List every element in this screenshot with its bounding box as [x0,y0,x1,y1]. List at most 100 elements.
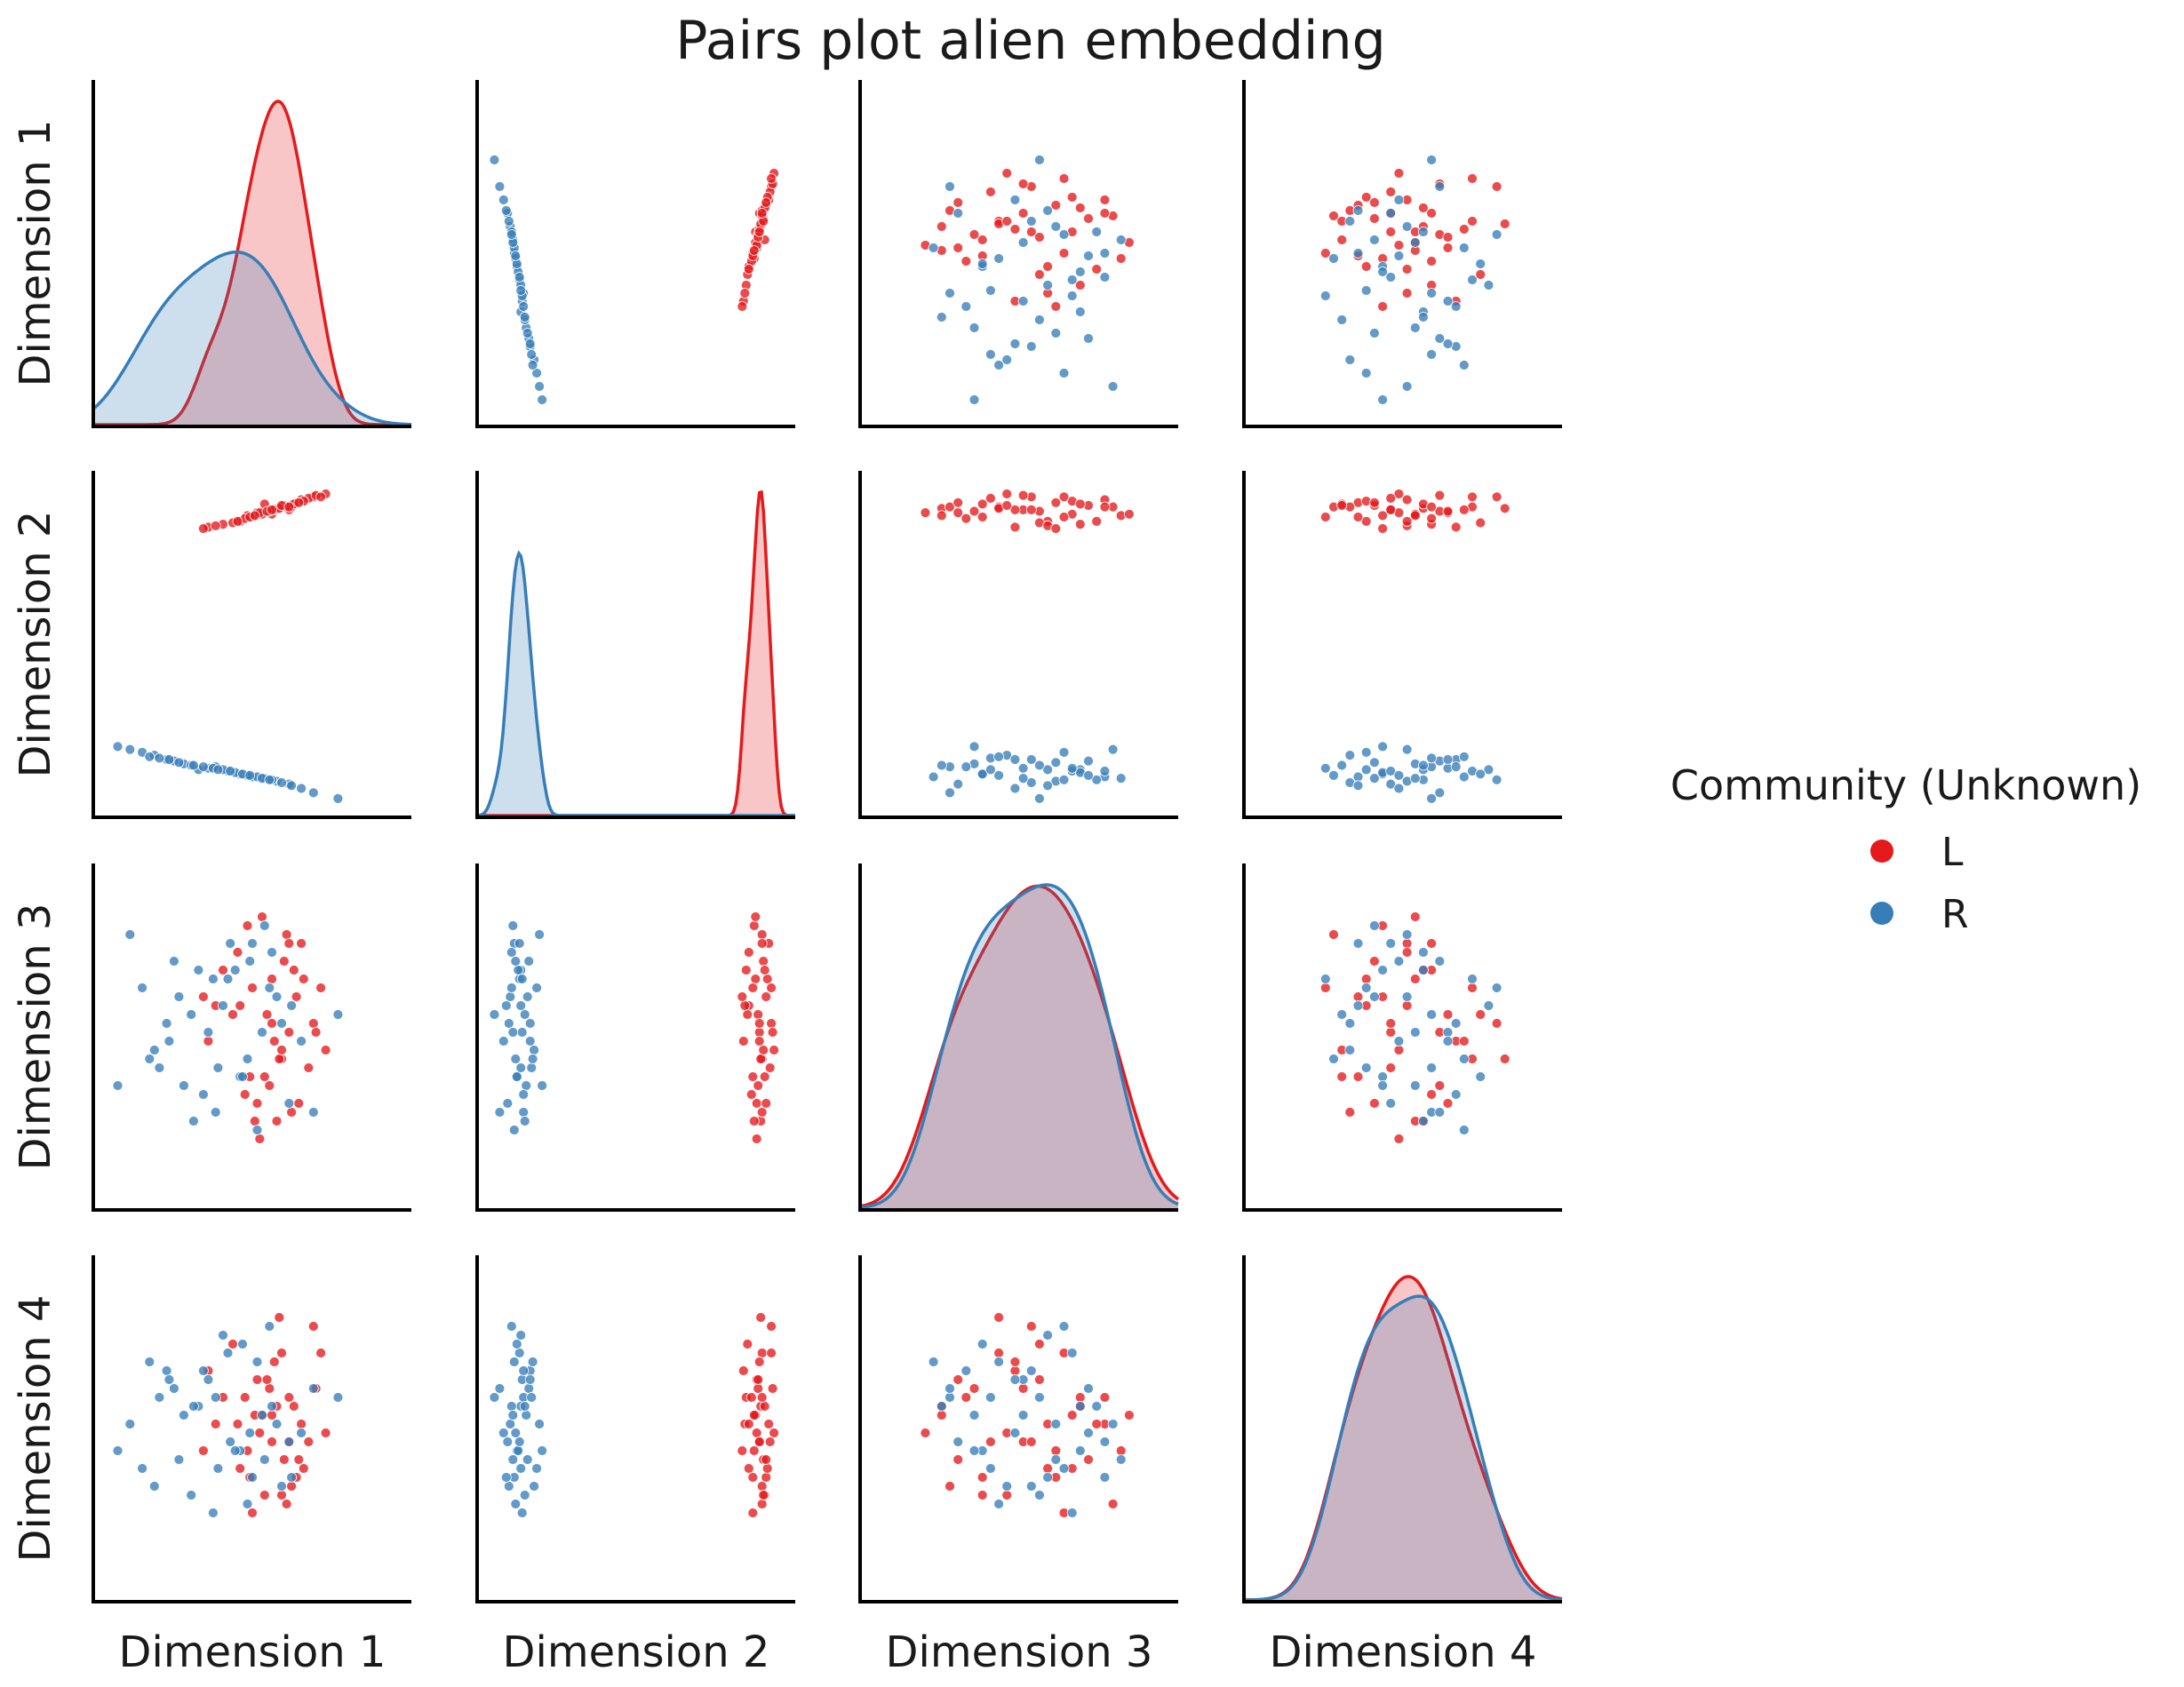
point-R-39 [1426,793,1437,804]
point-L-21 [210,1419,221,1429]
x-axis-label-3: Dimension 3 [886,1627,1153,1677]
point-L-29 [1499,1054,1510,1064]
point-R-14 [1042,280,1053,290]
point-R-36 [537,394,547,405]
point-R-35 [1393,251,1405,261]
point-R-22 [1450,761,1462,772]
panel-2-4 [1242,471,1562,819]
point-L-22 [1458,505,1470,515]
point-R-30 [1458,1054,1470,1064]
point-R-37 [506,1321,517,1332]
point-R-33 [1352,1000,1364,1011]
point-L-39 [1099,501,1111,513]
point-R-26 [522,1454,533,1465]
point-R-31 [1385,766,1397,776]
point-R-28 [1066,290,1078,301]
point-R-18 [1034,1490,1045,1500]
point-L-39 [756,938,768,949]
point-L-17 [1475,1009,1487,1020]
point-R-30 [993,1357,1004,1367]
point-L-34 [232,516,243,527]
point-L-25 [756,1499,768,1509]
point-L-17 [1034,1339,1045,1349]
point-L-14 [247,1508,258,1518]
point-L-24 [239,1089,251,1100]
point-L-8 [1491,491,1502,503]
point-R-24 [534,381,545,392]
point-L-2 [235,1463,246,1474]
point-R-32 [936,760,947,771]
point-L-26 [920,507,931,518]
point-R-5 [1401,221,1413,232]
point-L-10 [271,1116,283,1126]
point-R-17 [1458,243,1470,253]
point-R-30 [993,360,1004,370]
point-R-35 [244,770,256,781]
point-R-33 [1352,205,1364,216]
point-R-20 [154,752,165,764]
point-L-21 [739,288,751,298]
point-R-8 [968,322,980,333]
panel-4-3 [858,1255,1178,1603]
point-L-33 [761,1454,772,1465]
point-L-39 [1426,501,1437,513]
point-L-12 [1009,1365,1021,1376]
point-L-0 [1066,1410,1078,1420]
point-R-35 [244,1428,256,1438]
point-L-13 [320,1045,331,1055]
point-L-8 [1491,1018,1502,1029]
point-L-36 [315,491,327,503]
point-R-32 [187,1116,199,1126]
point-L-8 [766,1018,777,1029]
point-R-27 [494,1383,506,1394]
point-R-31 [225,766,236,776]
point-L-39 [1426,938,1437,949]
point-R-27 [945,1383,955,1394]
point-R-1 [1377,1071,1388,1082]
point-R-2 [161,1018,172,1029]
point-R-39 [332,793,344,804]
point-R-21 [1074,1445,1086,1456]
point-R-12 [523,956,535,967]
point-R-6 [1001,1481,1013,1492]
point-R-29 [1409,237,1421,248]
point-R-13 [993,770,1004,781]
point-L-28 [1050,523,1062,534]
point-L-38 [753,1436,765,1447]
x-axis-label-4: Dimension 4 [1270,1627,1537,1677]
point-L-26 [254,1134,266,1144]
point-R-19 [267,947,277,958]
kde-fill-L [93,101,411,426]
point-L-33 [761,197,772,208]
point-R-10 [1442,296,1454,306]
point-R-8 [178,1080,189,1091]
point-R-35 [1083,251,1094,261]
point-R-16 [1058,747,1070,758]
point-R-22 [960,761,972,772]
point-L-0 [267,974,277,984]
point-L-24 [745,1392,757,1403]
point-R-6 [529,1045,539,1055]
panel-4-4 [1242,1255,1563,1603]
point-L-17 [227,1009,238,1020]
point-L-14 [247,983,258,993]
point-R-38 [212,1463,224,1474]
point-L-26 [254,1428,266,1438]
point-L-38 [1385,227,1397,237]
point-R-32 [1418,312,1429,322]
point-L-24 [1426,513,1437,524]
point-R-30 [527,1357,538,1367]
point-L-19 [1409,911,1421,922]
point-R-25 [976,259,988,269]
point-L-37 [936,510,947,521]
point-L-14 [1058,512,1070,522]
point-L-30 [288,1401,299,1412]
point-R-36 [112,741,124,752]
point-R-7 [1066,1348,1078,1358]
panel-2-2 [475,471,795,819]
point-R-13 [993,253,1004,264]
point-L-24 [1426,1089,1437,1100]
point-L-25 [281,929,292,940]
point-R-31 [1099,766,1111,776]
